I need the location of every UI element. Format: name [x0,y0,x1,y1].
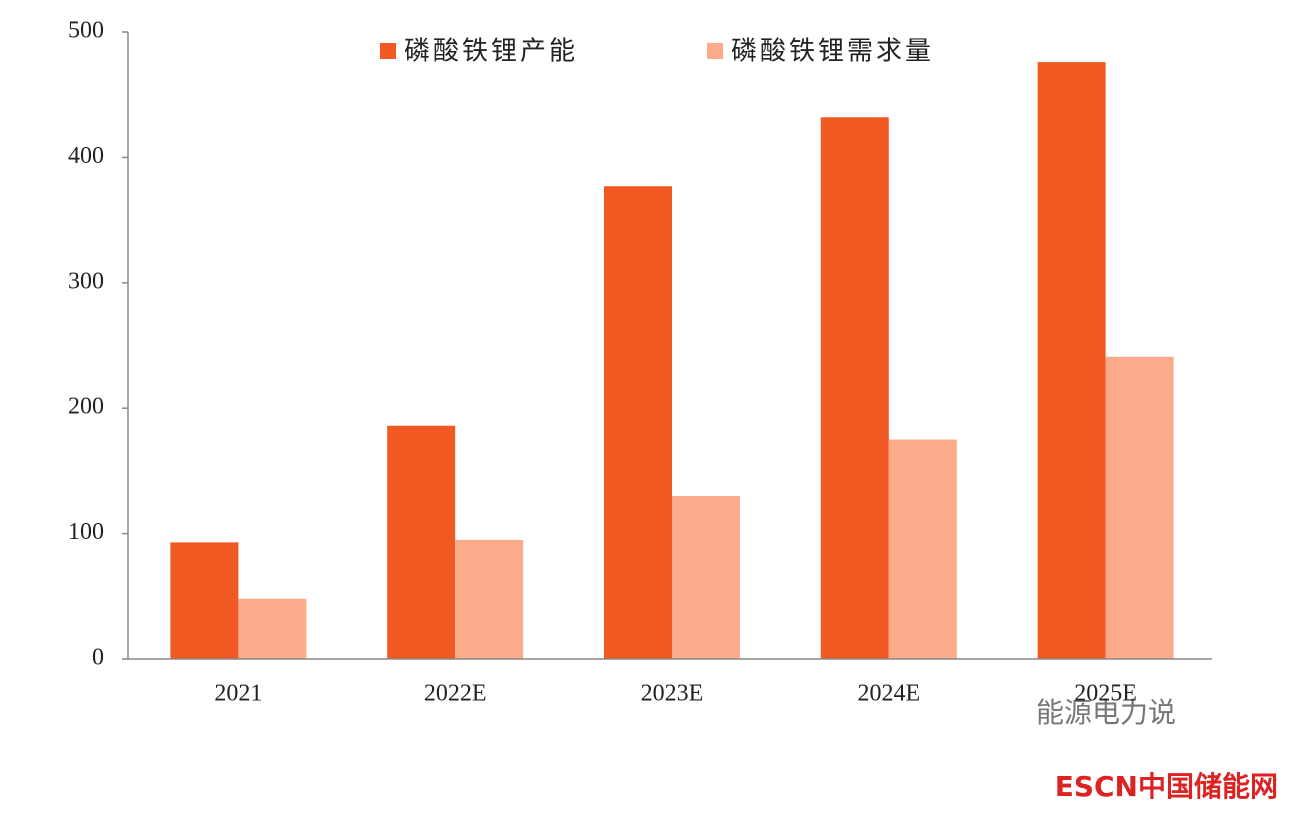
bar [820,117,889,660]
watermark: 能源电力说 [1036,696,1176,729]
bar [1105,356,1174,659]
y-tick-label: 0 [92,645,104,671]
bar [604,186,672,659]
y-tick-label: 100 [68,519,104,545]
bar [888,439,957,659]
bar [387,425,456,659]
bar [1037,62,1106,659]
watermark: ESCN中国储能网 [1055,770,1278,803]
x-tick-label: 2021 [214,681,262,707]
bar [170,542,239,659]
x-tick-label: 2025E [1074,681,1137,707]
bar [672,495,740,659]
legend-swatch [380,43,396,59]
bar [455,539,524,659]
y-tick-label: 200 [68,394,104,420]
y-tick-label: 400 [68,143,104,169]
legend-text: 磷酸铁锂产能 [404,37,578,67]
y-tick-label: 300 [68,268,104,294]
x-tick-label: 2023E [641,681,704,707]
x-tick-label: 2022E [424,681,487,707]
legend-swatch [707,43,723,59]
bar [238,598,307,659]
y-tick-label: 500 [68,18,104,44]
legend-text: 磷酸铁锂需求量 [731,37,934,67]
x-tick-label: 2024E [857,681,920,707]
